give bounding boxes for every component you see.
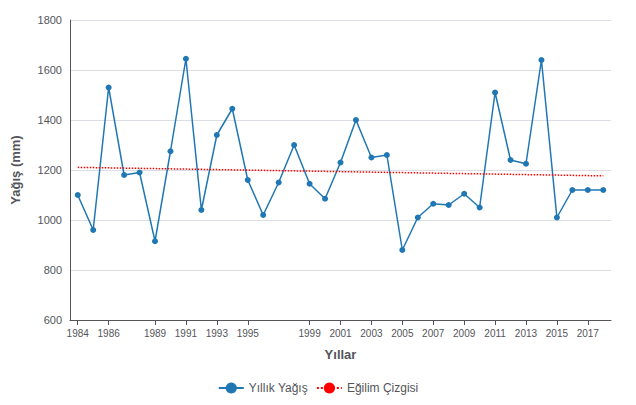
svg-text:2017: 2017 [577, 328, 600, 339]
svg-text:800: 800 [44, 264, 62, 276]
svg-text:1000: 1000 [38, 214, 62, 226]
svg-text:2009: 2009 [453, 328, 476, 339]
svg-text:1984: 1984 [67, 328, 90, 339]
svg-text:2007: 2007 [422, 328, 445, 339]
svg-text:Yıllar: Yıllar [325, 347, 357, 362]
svg-text:2001: 2001 [329, 328, 352, 339]
svg-text:2011: 2011 [484, 328, 506, 339]
svg-text:1993: 1993 [206, 328, 229, 339]
svg-text:2005: 2005 [391, 328, 414, 339]
svg-text:2003: 2003 [360, 328, 383, 339]
svg-text:1986: 1986 [98, 328, 121, 339]
svg-text:1800: 1800 [38, 14, 62, 26]
svg-text:Yağış (mm): Yağış (mm) [8, 135, 23, 204]
svg-text:600: 600 [44, 314, 62, 326]
svg-text:1600: 1600 [38, 64, 62, 76]
svg-text:1999: 1999 [298, 328, 321, 339]
svg-text:1989: 1989 [144, 328, 167, 339]
svg-text:1200: 1200 [38, 164, 62, 176]
svg-text:1991: 1991 [175, 328, 198, 339]
svg-text:Eğilim Çizgisi: Eğilim Çizgisi [347, 381, 418, 395]
svg-text:1995: 1995 [237, 328, 260, 339]
svg-text:2015: 2015 [546, 328, 569, 339]
svg-text:Yıllık Yağış: Yıllık Yağış [249, 381, 308, 395]
svg-text:2013: 2013 [515, 328, 538, 339]
svg-text:1400: 1400 [38, 114, 62, 126]
